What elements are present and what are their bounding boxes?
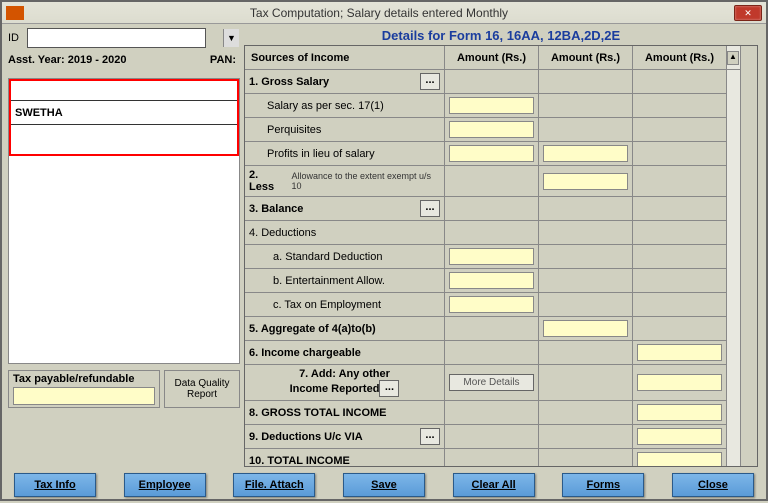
amt-input[interactable] <box>637 404 722 421</box>
titlebar: Tax Computation; Salary details entered … <box>2 2 766 24</box>
amt-input[interactable] <box>637 428 722 445</box>
amt-input[interactable] <box>543 320 628 337</box>
close-icon[interactable]: ✕ <box>734 5 762 21</box>
scroll-up-icon[interactable]: ▲ <box>727 46 741 70</box>
ellipsis-button[interactable]: ... <box>420 73 440 90</box>
income-grid: Sources of Income Amount (Rs.) Amount (R… <box>244 45 758 467</box>
clear-all-button[interactable]: Clear All <box>453 473 535 497</box>
row-add-other: 7. Add: Any otherIncome Reported... <box>245 365 445 401</box>
row-profits: Profits in lieu of salary <box>245 142 445 166</box>
row-std-deduction: a. Standard Deduction <box>245 245 445 269</box>
main-window: Tax Computation; Salary details entered … <box>0 0 768 501</box>
row-income-chargeable: 6. Income chargeable <box>245 341 445 365</box>
id-label: ID <box>8 32 19 44</box>
amt-input[interactable] <box>543 145 628 162</box>
data-quality-report-button[interactable]: Data Quality Report <box>164 370 240 408</box>
amt-input[interactable] <box>637 374 722 391</box>
tax-payable-label: Tax payable/refundable <box>13 373 155 385</box>
amt-input[interactable] <box>637 344 722 361</box>
file-attach-button[interactable]: File. Attach <box>233 473 315 497</box>
content-area: ID ▼ Asst. Year: 2019 - 2020 PAN: SWETHA <box>2 24 766 467</box>
name-box: SWETHA <box>9 79 239 156</box>
row-gross-salary: 1. Gross Salary... <box>245 70 445 94</box>
window-title: Tax Computation; Salary details entered … <box>250 6 508 20</box>
amt-input[interactable] <box>449 145 534 162</box>
detail-title: Details for Form 16, 16AA, 12BA,2D,2E <box>244 28 758 43</box>
employee-name[interactable]: SWETHA <box>11 101 237 125</box>
row-deductions: 4. Deductions <box>245 221 445 245</box>
amt-input[interactable] <box>449 248 534 265</box>
row-salary-17-1: Salary as per sec. 17(1) <box>245 94 445 118</box>
row-deductions-via: 9. Deductions U/c VIA... <box>245 425 445 449</box>
chevron-down-icon[interactable]: ▼ <box>223 29 239 47</box>
col-sources: Sources of Income <box>245 46 445 70</box>
employee-button[interactable]: Employee <box>124 473 206 497</box>
col-amt3: Amount (Rs.) <box>633 46 727 70</box>
row-gross-total: 8. GROSS TOTAL INCOME <box>245 401 445 425</box>
amt-input[interactable] <box>449 296 534 313</box>
asst-year-label: Asst. Year: 2019 - 2020 <box>8 54 126 66</box>
row-less: 2. LessAllowance to the extent exempt u/… <box>245 166 445 197</box>
ellipsis-button[interactable]: ... <box>420 200 440 217</box>
right-pane: Details for Form 16, 16AA, 12BA,2D,2E So… <box>244 28 758 467</box>
tax-payable-field[interactable] <box>13 387 155 405</box>
row-perquisites: Perquisites <box>245 118 445 142</box>
pan-label: PAN: <box>210 54 236 66</box>
save-button[interactable]: Save <box>343 473 425 497</box>
row-total-income: 10. TOTAL INCOME <box>245 449 445 467</box>
tax-payable-box: Tax payable/refundable <box>8 370 160 408</box>
more-details-button[interactable]: More Details <box>449 374 534 391</box>
row-aggregate: 5. Aggregate of 4(a)to(b) <box>245 317 445 341</box>
left-pane: ID ▼ Asst. Year: 2019 - 2020 PAN: SWETHA <box>8 28 240 467</box>
scrollbar[interactable] <box>727 70 741 467</box>
row-balance: 3. Balance... <box>245 197 445 221</box>
amt-input[interactable] <box>449 121 534 138</box>
amt-input[interactable] <box>543 173 628 190</box>
tax-info-button[interactable]: Tax Info <box>14 473 96 497</box>
bottom-toolbar: Tax Info Employee File. Attach Save Clea… <box>2 467 766 503</box>
row-entertainment: b. Entertainment Allow. <box>245 269 445 293</box>
ellipsis-button[interactable]: ... <box>379 380 399 397</box>
row-tax-employment: c. Tax on Employment <box>245 293 445 317</box>
col-amt2: Amount (Rs.) <box>539 46 633 70</box>
amt-input[interactable] <box>449 272 534 289</box>
amt-input[interactable] <box>449 97 534 114</box>
app-icon <box>6 6 24 20</box>
id-select[interactable] <box>27 28 206 48</box>
close-button[interactable]: Close <box>672 473 754 497</box>
ellipsis-button[interactable]: ... <box>420 428 440 445</box>
amt-input[interactable] <box>637 452 722 467</box>
forms-button[interactable]: Forms <box>562 473 644 497</box>
col-amt1: Amount (Rs.) <box>445 46 539 70</box>
